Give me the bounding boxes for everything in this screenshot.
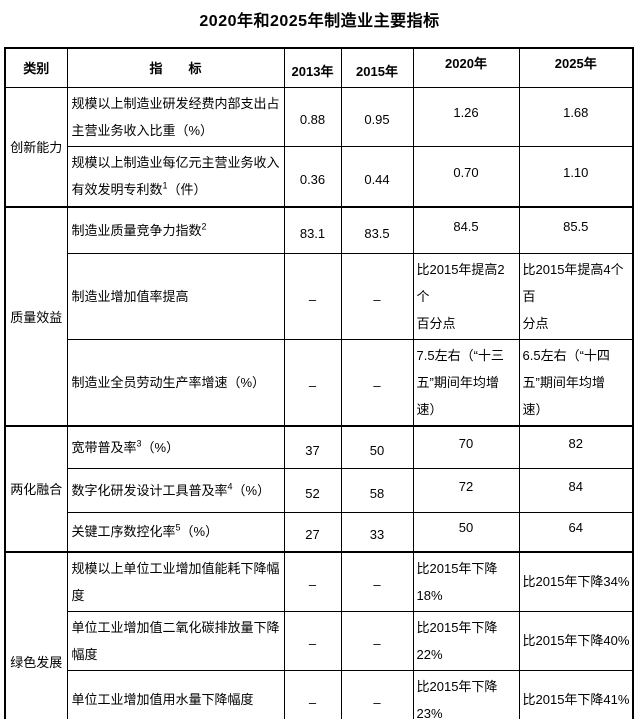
indicator-cell: 数字化研发设计工具普及率4（%） — [66, 468, 285, 513]
indicator-cell: 单位工业增加值用水量下降幅度 — [66, 669, 285, 719]
table-row: 制造业增加值率提高 – – 比2015年提高2个 百分点 比2015年提高4个百… — [5, 252, 634, 340]
value-2020-cell: 50 — [412, 512, 520, 552]
header-cell-2025: 2025年 — [518, 47, 634, 88]
indicator-cell: 单位工业增加值二氧化碳排放量下降 幅度 — [66, 610, 285, 671]
value-2020-cell: 比2015年下降23% — [412, 669, 520, 719]
indicator-cell: 制造业质量竞争力指数2 — [66, 206, 285, 254]
footnote-superscript: 3 — [136, 438, 142, 449]
value-2025-cell: 6.5左右（“十四 五”期间年均增 速） — [518, 338, 634, 426]
value-2013-cell: – — [283, 550, 342, 612]
value-2015-cell: 0.44 — [340, 145, 414, 208]
category-cell-green: 绿色发展 — [4, 550, 68, 719]
indicator-cell: 制造业全员劳动生产率增速（%） — [66, 338, 285, 426]
value-2013-cell: 27 — [283, 512, 342, 552]
value-2025-cell: 1.10 — [518, 145, 634, 208]
value-2013-cell: – — [283, 338, 342, 426]
value-2015-cell: 0.95 — [340, 86, 414, 147]
value-2025-cell: 比2015年提高4个百 分点 — [518, 252, 634, 340]
footnote-superscript: 1 — [162, 180, 168, 191]
table-row: 创新能力 规模以上制造业研发经费内部支出占 主营业务收入比重（%） 0.88 0… — [4, 86, 634, 208]
value-2020-cell: 0.70 — [412, 145, 520, 208]
footnote-superscript: 4 — [227, 481, 233, 492]
table-row: 规模以上制造业每亿元主营业务收入 有效发明专利数1（件） 0.36 0.44 0… — [5, 145, 634, 208]
value-2013-cell: – — [283, 610, 342, 671]
footnote-superscript: 2 — [201, 221, 207, 232]
table-row: 制造业全员劳动生产率增速（%） – – 7.5左右（“十三 五”期间年均增 速）… — [5, 338, 634, 426]
value-2015-cell: – — [340, 338, 414, 426]
value-2020-cell: 比2015年下降18% — [412, 550, 520, 612]
table-row: 单位工业增加值用水量下降幅度 – – 比2015年下降23% 比2015年下降4… — [5, 669, 634, 719]
table-row: 单位工业增加值二氧化碳排放量下降 幅度 – – 比2015年下降22% 比201… — [5, 610, 634, 671]
header-cell-category: 类别 — [4, 47, 68, 88]
value-2015-cell: – — [340, 669, 414, 719]
value-2025-cell: 比2015年下降41% — [518, 669, 634, 719]
footnote-superscript: 5 — [175, 522, 181, 533]
value-2025-cell: 64 — [518, 512, 634, 552]
value-2013-cell: 37 — [283, 424, 342, 469]
value-2015-cell: 33 — [340, 512, 414, 552]
indicator-cell: 制造业增加值率提高 — [66, 252, 285, 340]
value-2020-cell: 比2015年下降22% — [412, 610, 520, 671]
value-2020-cell: 72 — [412, 468, 520, 513]
category-cell-quality: 质量效益 — [4, 206, 68, 426]
value-2020-cell: 84.5 — [412, 206, 520, 254]
value-2013-cell: 0.36 — [283, 145, 342, 208]
page-title: 2020年和2025年制造业主要指标 — [199, 13, 440, 30]
header-cell-indicator: 指 标 — [66, 47, 285, 88]
value-2015-cell: 58 — [340, 468, 414, 513]
value-2025-cell: 比2015年下降34% — [518, 550, 634, 612]
value-2020-cell: 比2015年提高2个 百分点 — [412, 252, 520, 340]
table-row: 质量效益 制造业质量竞争力指数2 83.1 83.5 84.5 85.5 — [4, 206, 634, 426]
table-row: 关键工序数控化率5（%） 27 33 50 64 — [5, 512, 634, 552]
value-2015-cell: – — [340, 610, 414, 671]
value-2025-cell: 85.5 — [518, 206, 634, 254]
category-cell-innovation: 创新能力 — [4, 86, 68, 208]
value-2025-cell: 比2015年下降40% — [518, 610, 634, 671]
value-2020-cell: 7.5左右（“十三 五”期间年均增 速） — [412, 338, 520, 426]
value-2013-cell: 52 — [283, 468, 342, 513]
value-2015-cell: 83.5 — [340, 206, 414, 254]
indicators-table: 类别 指 标 2013年 2015年 2020年 2025年 创新能力 规模以上… — [4, 47, 634, 719]
value-2025-cell: 82 — [518, 424, 634, 469]
header-cell-2020: 2020年 — [412, 47, 520, 88]
indicator-cell: 规模以上制造业每亿元主营业务收入 有效发明专利数1（件） — [66, 145, 285, 208]
indicator-cell: 关键工序数控化率5（%） — [66, 512, 285, 552]
value-2015-cell: – — [340, 550, 414, 612]
value-2020-cell: 1.26 — [412, 86, 520, 147]
table-row: 绿色发展 规模以上单位工业增加值能耗下降幅 度 – – 比2015年下降18% … — [4, 550, 634, 719]
table-row: 数字化研发设计工具普及率4（%） 52 58 72 84 — [5, 468, 634, 513]
category-cell-integration: 两化融合 — [4, 424, 68, 552]
table-row: 两化融合 宽带普及率3（%） 37 50 70 82 — [4, 424, 634, 552]
indicator-cell: 宽带普及率3（%） — [66, 424, 285, 469]
value-2015-cell: 50 — [340, 424, 414, 469]
header-row: 类别 指 标 2013年 2015年 2020年 2025年 — [4, 47, 634, 88]
value-2013-cell: 83.1 — [283, 206, 342, 254]
indicator-cell: 规模以上制造业研发经费内部支出占 主营业务收入比重（%） — [66, 86, 285, 147]
value-2025-cell: 84 — [518, 468, 634, 513]
value-2013-cell: 0.88 — [283, 86, 342, 147]
header-cell-2013: 2013年 — [283, 47, 342, 88]
value-2013-cell: – — [283, 252, 342, 340]
header-cell-2015: 2015年 — [340, 47, 414, 88]
value-2013-cell: – — [283, 669, 342, 719]
value-2025-cell: 1.68 — [518, 86, 634, 147]
indicator-cell: 规模以上单位工业增加值能耗下降幅 度 — [66, 550, 285, 612]
value-2015-cell: – — [340, 252, 414, 340]
value-2020-cell: 70 — [412, 424, 520, 469]
